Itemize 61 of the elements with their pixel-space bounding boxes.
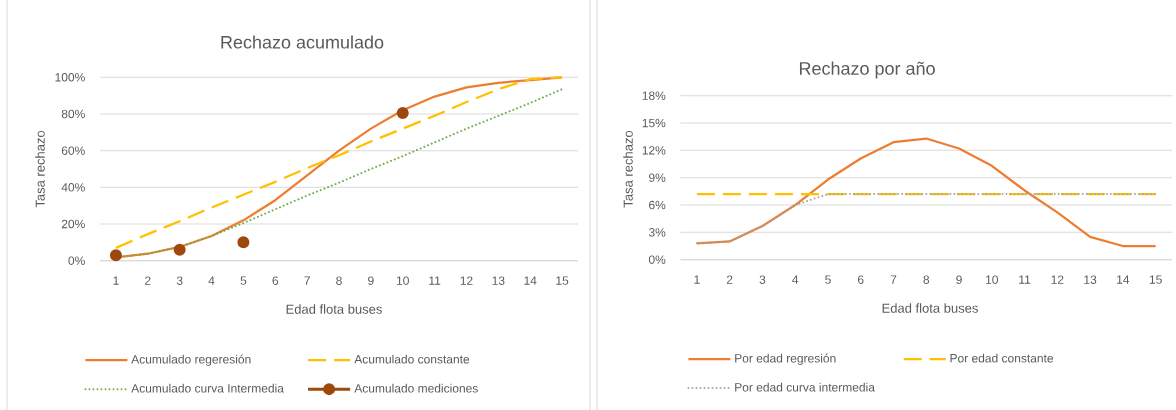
x-tick-label: 2 [726,275,733,284]
point [237,236,250,249]
x-tick-label: 11 [1019,275,1031,284]
y-tick-label: 15% [642,118,666,128]
x-tick-label: 7 [304,276,310,285]
x-tick-label: 10 [986,275,999,284]
x-tick-label: 10 [396,276,409,285]
point [109,249,122,262]
x-tick-label: 13 [1084,275,1097,284]
y-tick-label: 100% [55,73,85,82]
line-series [695,137,1157,248]
y-tick-label: 0% [68,256,85,265]
x-axis-title: Edad flota buses [286,304,382,314]
x-tick-label: 4 [792,275,799,284]
legend-label: Acumulado curva Intermedia [131,383,284,393]
x-tick-label: 6 [858,275,864,284]
y-tick-label: 60% [61,146,85,155]
y-tick-label: 0% [648,255,666,264]
chart-title: Rechazo acumulado [221,35,384,49]
chart-title: Rechazo por año [799,61,935,79]
y-tick-label: 20% [61,219,85,229]
x-tick-label: 3 [176,276,183,285]
x-axis-title: Edad flota buses [882,303,978,313]
x-tick-label: 5 [240,276,247,285]
x-tick-label: 1 [694,275,700,284]
x-tick-label: 5 [825,275,831,284]
legend-label: Acumulado mediciones [354,383,478,393]
x-tick-label: 4 [208,276,215,285]
x-tick-label: 15 [1149,275,1162,284]
x-tick-label: 15 [556,276,569,285]
y-axis-title: Tasa rechazo [35,130,45,208]
legend-label: Por edad curva intermedia [735,382,875,392]
legend-label: Acumulado regeresión [131,354,251,366]
x-tick-label: 12 [460,276,473,285]
y-tick-label: 9% [649,173,666,182]
x-tick-label: 14 [1117,275,1130,284]
x-tick-label: 2 [145,276,151,285]
legend-label: Por edad constante [950,353,1054,363]
x-tick-label: 11 [429,276,441,285]
point [173,243,186,256]
x-tick-label: 13 [492,276,505,285]
y-tick-label: 12% [642,146,666,155]
y-tick-label: 40% [61,183,85,192]
x-tick-label: 7 [890,275,897,284]
x-tick-label: 1 [113,276,119,285]
y-axis-title: Tasa rechazo [623,130,633,208]
x-tick-label: 8 [923,275,930,284]
legend-label: Por edad regresión [735,353,836,365]
legend-label: Acumulado constante [354,354,470,364]
point [396,107,409,120]
x-tick-label: 12 [1051,275,1064,284]
y-tick-label: 18% [642,91,666,100]
y-tick-label: 3% [648,228,666,237]
x-tick-label: 8 [336,276,342,285]
x-tick-label: 6 [272,276,279,285]
x-tick-label: 3 [759,275,766,284]
y-tick-label: 80% [61,109,85,119]
x-tick-label: 9 [956,275,962,284]
x-tick-label: 9 [368,276,374,285]
y-tick-label: 6% [649,200,666,210]
x-tick-label: 14 [524,276,537,285]
